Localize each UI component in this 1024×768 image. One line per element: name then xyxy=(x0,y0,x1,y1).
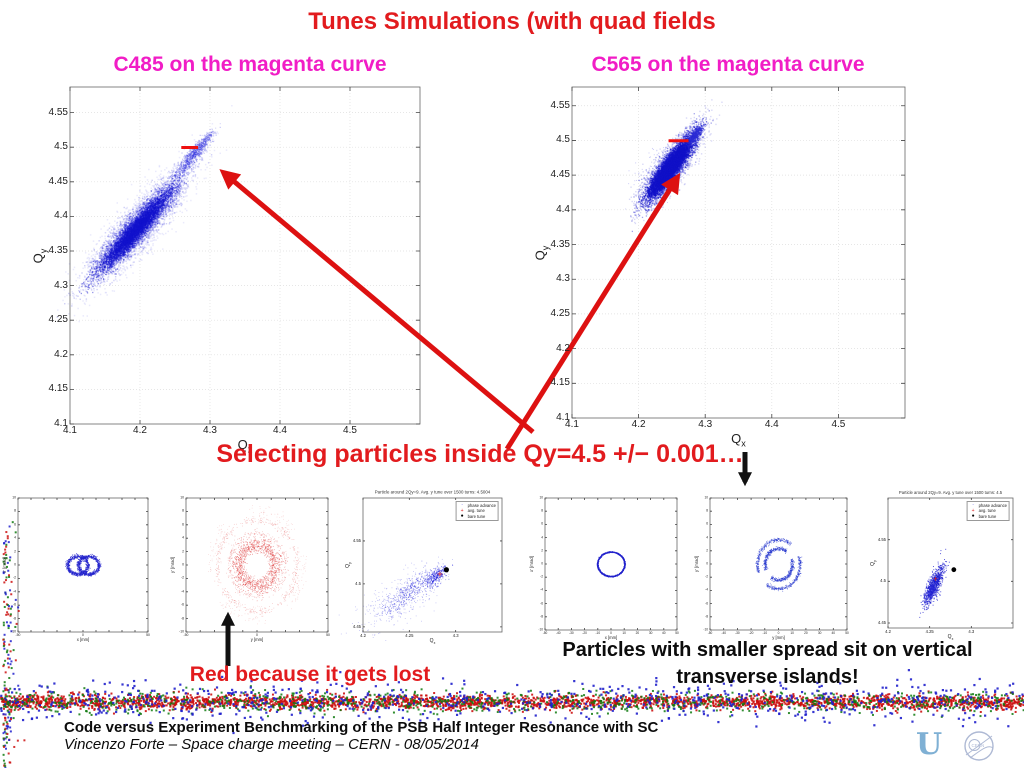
cern-logo: CERN xyxy=(964,731,994,761)
selection-note: Selecting particles inside Qy=4.5 +/− 0.… xyxy=(216,440,744,468)
u-logo: U xyxy=(916,727,943,762)
islands-note-line2: transverse islands! xyxy=(676,666,859,688)
cern-logo-text: CERN xyxy=(972,743,985,748)
lost-note: Red because it gets lost xyxy=(189,663,431,686)
header-c565: C565 on the magenta curve xyxy=(591,53,865,76)
slide-title: Tunes Simulations (with quad fields xyxy=(308,8,716,35)
footer-subtitle: Vincenzo Forte – Space charge meeting – … xyxy=(64,736,479,753)
islands-note-line1: Particles with smaller spread sit on ver… xyxy=(562,639,973,661)
footer: Code versus Experiment Benchmarking of t… xyxy=(64,719,658,753)
footer-title: Code versus Experiment Benchmarking of t… xyxy=(64,719,659,736)
header-c485: C485 on the magenta curve xyxy=(113,53,387,76)
islands-note: Particles with smaller spread sit on ver… xyxy=(545,637,990,691)
